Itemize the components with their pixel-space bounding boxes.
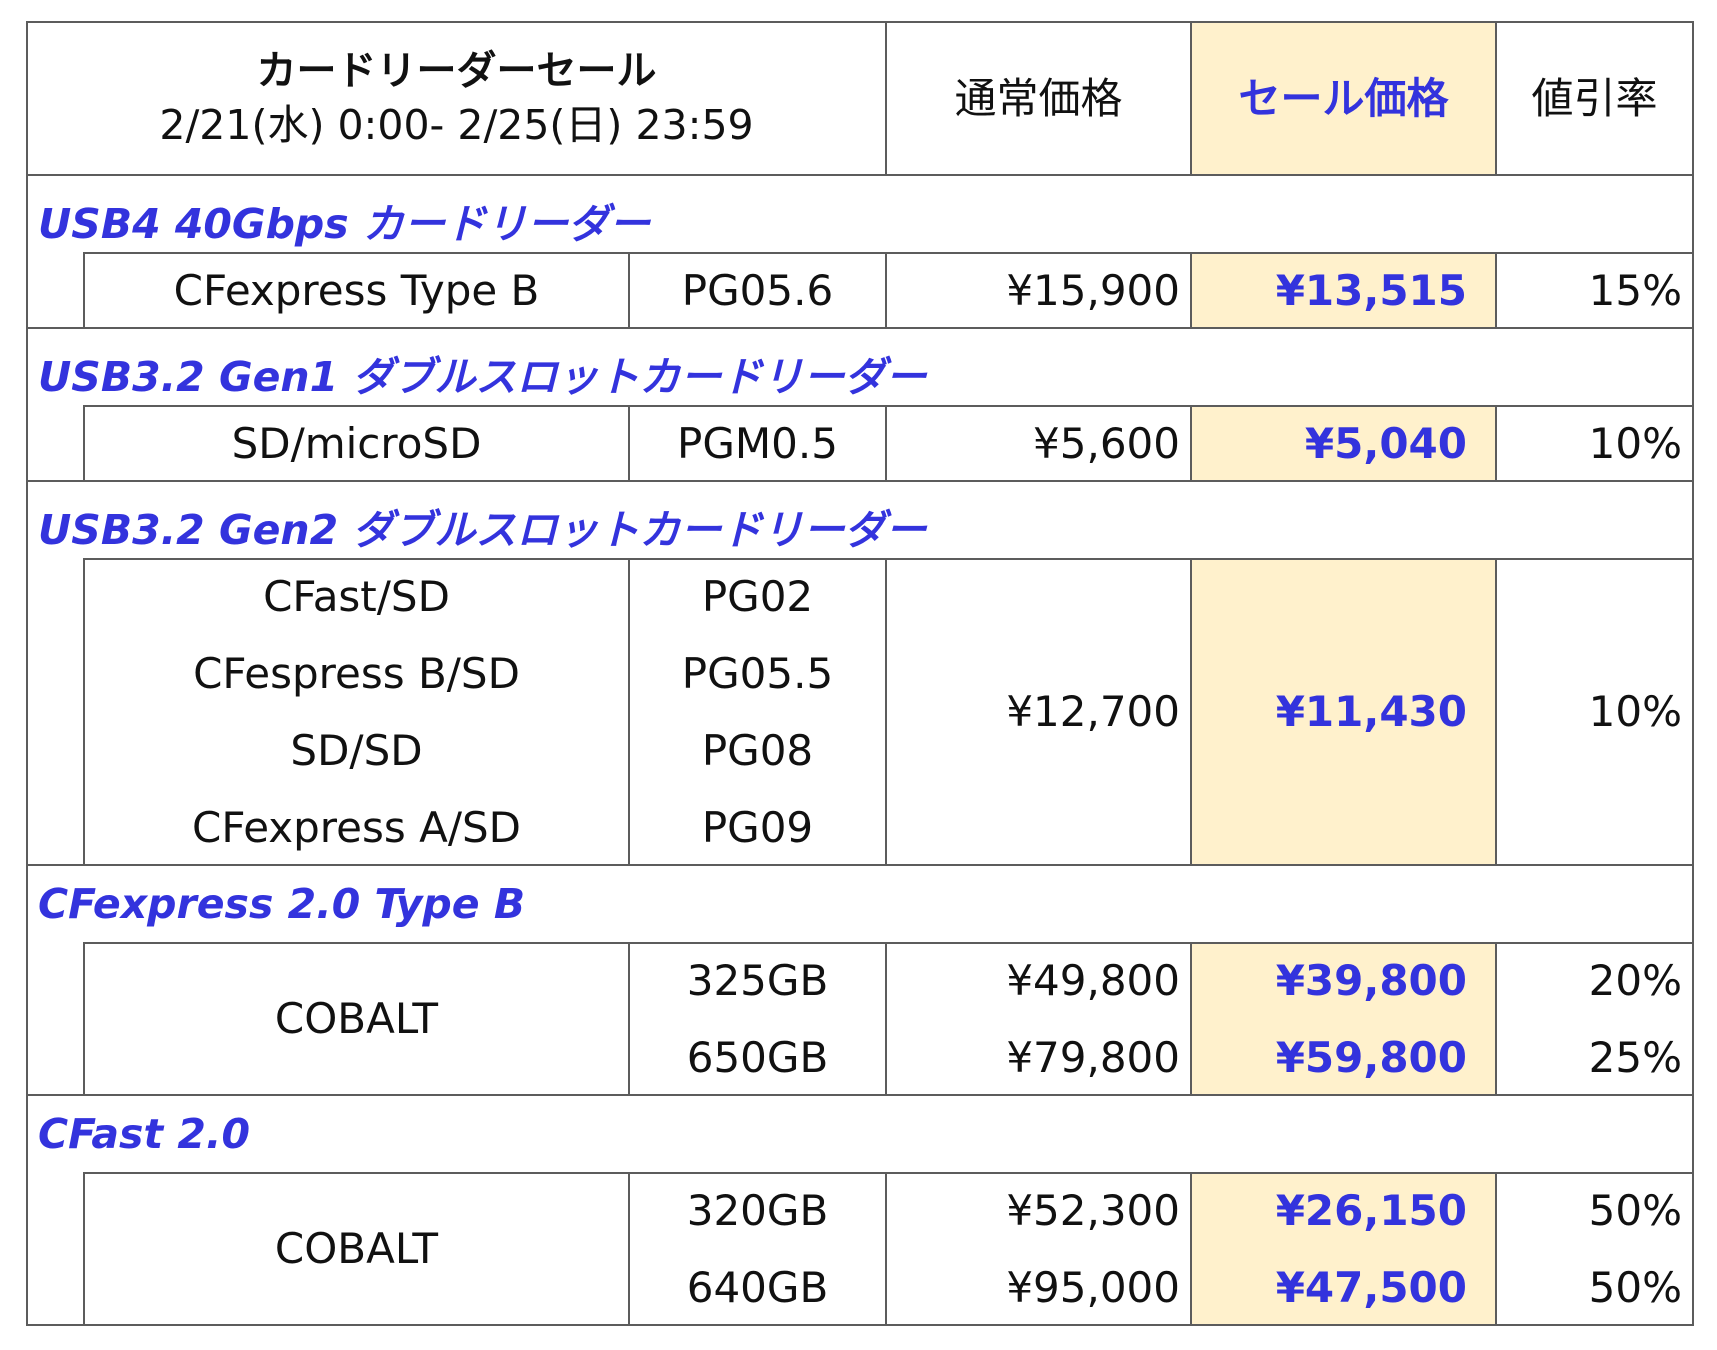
sale-price-text: ¥39,800: [1275, 956, 1467, 1005]
product-name-text: CFexpress Type B: [173, 265, 540, 315]
discount-rate: 10%: [1495, 405, 1694, 482]
section-title: CFexpress 2.0 Type B: [38, 880, 526, 928]
sale-price-text: ¥13,515: [1275, 265, 1467, 315]
header-title-cell: カードリーダーセール 2/21(水) 0:00- 2/25(日) 23:59: [26, 21, 887, 176]
regular-price: ¥5,600: [885, 405, 1192, 482]
capacity-text: 640GB: [686, 1263, 829, 1312]
discount-rate-list: 50% 50%: [1497, 1172, 1682, 1326]
section-title: CFast 2.0: [38, 1110, 250, 1158]
section-title: USB4 40Gbps カードリーダー: [38, 200, 650, 248]
sale-period: 2/21(水) 0:00- 2/25(日) 23:59: [159, 101, 754, 149]
product-name: CFexpress Type B: [83, 252, 630, 329]
header-sale-label: セール価格: [1238, 73, 1449, 123]
capacity-group: 320GB 640GB: [628, 1172, 887, 1326]
discount-rate-text: 25%: [1588, 1033, 1682, 1082]
regular-price: ¥12,700: [885, 558, 1192, 866]
product-name: COBALT: [83, 942, 630, 1096]
sale-price-text: ¥59,800: [1275, 1033, 1467, 1082]
capacity-group: 325GB 650GB: [628, 942, 887, 1096]
sale-price-text: ¥5,040: [1304, 418, 1467, 468]
regular-price-text: ¥52,300: [1006, 1186, 1180, 1235]
product-model-text: PG05.6: [681, 265, 834, 315]
capacity-list: 325GB 650GB: [630, 942, 885, 1096]
product-name-text: SD/microSD: [231, 418, 482, 468]
discount-rate-text: 50%: [1588, 1263, 1682, 1312]
product-model-text: PG05.5: [681, 649, 834, 698]
product-name: COBALT: [83, 1172, 630, 1326]
sale-price: ¥13,515: [1190, 252, 1497, 329]
regular-price-text: ¥49,800: [1006, 956, 1180, 1005]
discount-rate-text: 50%: [1588, 1186, 1682, 1235]
product-model-text: PG02: [701, 572, 814, 621]
regular-price-text: ¥5,600: [1033, 418, 1180, 468]
sale-price-group: ¥39,800 ¥59,800: [1190, 942, 1497, 1096]
discount-rate-text: 10%: [1588, 418, 1682, 468]
section-title: USB3.2 Gen1 ダブルスロットカードリーダー: [38, 353, 927, 401]
header-regular-price: 通常価格: [885, 21, 1192, 176]
discount-rate-text: 10%: [1588, 687, 1682, 736]
product-model-text: PGM0.5: [677, 418, 838, 468]
regular-price-text: ¥79,800: [1006, 1033, 1180, 1082]
sale-price-text: ¥26,150: [1275, 1186, 1467, 1235]
sale-price: ¥11,430: [1190, 558, 1497, 866]
sale-price-text: ¥11,430: [1275, 687, 1467, 736]
product-name-group: CFast/SD CFespress B/SD SD/SD CFexpress …: [83, 558, 630, 866]
sale-price-list: ¥39,800 ¥59,800: [1192, 942, 1467, 1096]
table-title: カードリーダーセール: [256, 48, 657, 94]
discount-rate-group: 50% 50%: [1495, 1172, 1694, 1326]
product-name-text: SD/SD: [290, 726, 423, 775]
product-name-text: CFexpress A/SD: [192, 803, 521, 852]
discount-rate-list: 20% 25%: [1497, 942, 1682, 1096]
header-regular-label: 通常価格: [954, 73, 1123, 123]
product-name-text: COBALT: [274, 994, 439, 1043]
regular-price: ¥15,900: [885, 252, 1192, 329]
regular-price-group: ¥49,800 ¥79,800: [885, 942, 1192, 1096]
sale-price-group: ¥26,150 ¥47,500: [1190, 1172, 1497, 1326]
product-name-list: CFast/SD CFespress B/SD SD/SD CFexpress …: [85, 558, 628, 866]
section-title: USB3.2 Gen2 ダブルスロットカードリーダー: [38, 506, 927, 554]
product-name-text: CFespress B/SD: [193, 649, 520, 698]
product-name: SD/microSD: [83, 405, 630, 482]
sale-price-text: ¥47,500: [1275, 1263, 1467, 1312]
product-model-group: PG02 PG05.5 PG08 PG09: [628, 558, 887, 866]
sale-price-table: カードリーダーセール 2/21(水) 0:00- 2/25(日) 23:59 通…: [26, 21, 1694, 1338]
header-sale-price: セール価格: [1190, 21, 1497, 176]
product-model: PGM0.5: [628, 405, 887, 482]
discount-rate: 15%: [1495, 252, 1694, 329]
capacity-text: 325GB: [686, 956, 829, 1005]
product-model: PG05.6: [628, 252, 887, 329]
regular-price-text: ¥12,700: [1006, 687, 1180, 736]
regular-price-group: ¥52,300 ¥95,000: [885, 1172, 1192, 1326]
regular-price-text: ¥95,000: [1006, 1263, 1180, 1312]
header-discount-label: 値引率: [1531, 73, 1658, 123]
discount-rate: 10%: [1495, 558, 1694, 866]
product-model-text: PG08: [701, 726, 814, 775]
regular-price-list: ¥52,300 ¥95,000: [887, 1172, 1180, 1326]
header-discount: 値引率: [1495, 21, 1694, 176]
product-model-text: PG09: [701, 803, 814, 852]
product-model-list: PG02 PG05.5 PG08 PG09: [630, 558, 885, 866]
regular-price-text: ¥15,900: [1006, 265, 1180, 315]
product-name-text: COBALT: [274, 1224, 439, 1273]
sale-price-list: ¥26,150 ¥47,500: [1192, 1172, 1467, 1326]
capacity-text: 650GB: [686, 1033, 829, 1082]
discount-rate-text: 15%: [1588, 265, 1682, 315]
sale-price: ¥5,040: [1190, 405, 1497, 482]
capacity-text: 320GB: [686, 1186, 829, 1235]
regular-price-list: ¥49,800 ¥79,800: [887, 942, 1180, 1096]
product-name-text: CFast/SD: [263, 572, 450, 621]
discount-rate-group: 20% 25%: [1495, 942, 1694, 1096]
discount-rate-text: 20%: [1588, 956, 1682, 1005]
capacity-list: 320GB 640GB: [630, 1172, 885, 1326]
